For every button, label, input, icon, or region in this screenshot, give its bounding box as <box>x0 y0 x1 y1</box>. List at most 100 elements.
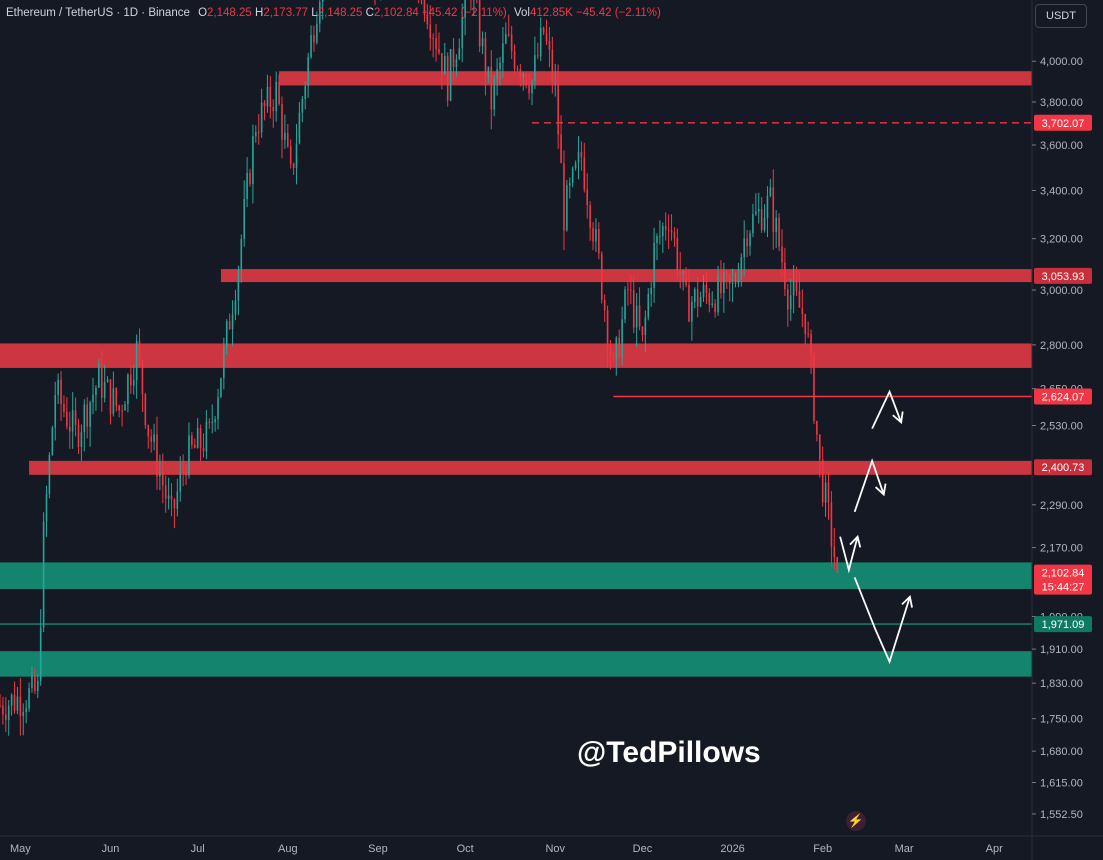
candle-body <box>487 66 490 77</box>
candle-body <box>731 282 734 284</box>
candle-body <box>7 705 10 721</box>
symbol-label[interactable]: Ethereum / TetherUS · 1D · Binance <box>6 7 190 19</box>
candle-body <box>443 55 446 75</box>
candle-body <box>5 714 7 721</box>
candle-body <box>452 49 455 68</box>
candle-body <box>691 301 693 322</box>
level-tag <box>1034 267 1092 284</box>
candle-body <box>792 281 795 296</box>
candle-body <box>278 81 280 104</box>
candle-body <box>170 495 173 500</box>
candle-body <box>86 404 89 427</box>
candle-body <box>100 364 103 398</box>
candle-body <box>563 163 565 231</box>
candle-body <box>22 712 25 717</box>
candle-body <box>109 379 112 414</box>
candle-body <box>257 132 260 134</box>
candle-body <box>176 491 179 509</box>
candle-body <box>429 24 432 39</box>
candle-body <box>574 163 577 169</box>
candle-body <box>539 27 542 57</box>
level-tag-label: 2,400.73 <box>1042 462 1085 474</box>
candle-body <box>118 405 120 411</box>
candle-body <box>586 189 589 206</box>
candle-body <box>621 319 623 357</box>
candle-body <box>528 85 530 94</box>
y-tick-label: 1,910.00 <box>1040 644 1083 656</box>
candle-body <box>568 183 571 186</box>
candle-body <box>92 394 94 403</box>
candle-body <box>130 374 132 386</box>
candle-body <box>179 471 182 492</box>
candle-body <box>746 238 748 247</box>
candle-body <box>260 102 263 133</box>
candle-body <box>537 55 539 57</box>
candle-body <box>45 493 48 522</box>
candle-body <box>496 69 498 80</box>
candle-body <box>647 293 650 318</box>
candle-body <box>705 284 708 294</box>
candle-body <box>816 421 818 435</box>
candle-body <box>711 303 714 305</box>
candle-body <box>798 291 801 308</box>
low-label: L <box>311 7 318 19</box>
candle-body <box>147 425 150 437</box>
level-tag <box>1034 616 1092 633</box>
y-tick-label: 1,615.00 <box>1040 778 1083 790</box>
candle-body <box>185 471 187 476</box>
candle-body <box>760 209 763 231</box>
candle-body <box>77 425 80 448</box>
resistance-zone <box>29 460 1032 475</box>
level-tag <box>1034 114 1092 131</box>
currency-button[interactable]: USDT <box>1035 4 1087 28</box>
candle-body <box>159 472 161 477</box>
candle-body <box>598 229 600 254</box>
candle-body <box>234 300 237 315</box>
candle-body <box>824 482 827 503</box>
candle-body <box>438 48 440 54</box>
x-tick-label: Sep <box>368 843 388 855</box>
level-tag-label: 3,702.07 <box>1042 118 1085 130</box>
candle-body <box>432 38 434 40</box>
projection-arrowhead <box>849 534 862 548</box>
candle-body <box>289 146 292 164</box>
candle-body <box>743 238 746 258</box>
candle-layer <box>0 0 839 736</box>
candle-body <box>304 86 307 100</box>
candle-body <box>83 404 86 433</box>
candle-body <box>600 253 603 300</box>
candle-body <box>441 53 443 75</box>
candle-body <box>502 43 504 63</box>
candle-body <box>624 289 626 320</box>
projection-arrow <box>853 458 885 513</box>
candle-body <box>106 379 109 382</box>
y-tick-label: 1,680.00 <box>1040 746 1083 758</box>
candle-body <box>313 35 315 43</box>
candle-body <box>25 708 27 713</box>
projection-layer <box>839 389 913 665</box>
candle-body <box>493 79 495 110</box>
y-tick-label: 1,552.50 <box>1040 809 1083 821</box>
candle-body <box>80 432 83 448</box>
candle-body <box>292 163 295 168</box>
candle-body <box>281 103 283 140</box>
candle-body <box>42 521 45 628</box>
price-axis <box>1032 0 1103 860</box>
x-tick-label: Jun <box>102 843 120 855</box>
candle-body <box>214 419 216 422</box>
candle-body <box>752 214 754 234</box>
projection-arrowhead <box>874 483 887 497</box>
candle-body <box>141 360 144 395</box>
lightning-icon[interactable]: ⚡ <box>846 811 866 831</box>
candle-body <box>182 471 184 473</box>
candle-body <box>499 62 501 70</box>
candle-body <box>519 69 522 77</box>
candle-body <box>13 694 16 711</box>
support-zone <box>0 562 1032 589</box>
candle-body <box>39 627 42 682</box>
candle-body <box>784 262 786 290</box>
candle-body <box>612 356 615 360</box>
candle-body <box>775 217 777 233</box>
resistance-zone <box>279 71 1032 86</box>
